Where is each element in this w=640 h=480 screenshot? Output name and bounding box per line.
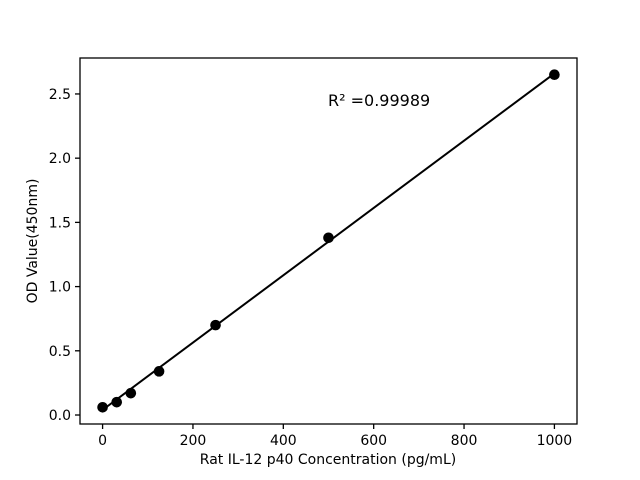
data-point — [210, 319, 221, 331]
x-tick-label: 200 — [180, 433, 207, 449]
y-tick-label: 0.0 — [49, 408, 71, 424]
y-tick-label: 2.0 — [49, 151, 71, 167]
data-point — [153, 366, 165, 377]
y-axis-ticks: 0.0 0.5 1.0 1.5 2.0 2.5 — [49, 87, 80, 424]
x-axis-ticks: 0 200 400 600 800 1000 — [98, 424, 572, 449]
plot-border — [79, 57, 578, 425]
x-tick-label: 400 — [270, 433, 297, 449]
x-tick-label: 800 — [451, 433, 478, 449]
data-point — [549, 69, 560, 80]
x-axis-label: Rat IL-12 p40 Concentration (pg/mL) — [200, 452, 456, 468]
y-tick-label: 1.5 — [49, 215, 71, 231]
r-squared-annotation: R² =0.99989 — [328, 91, 430, 110]
data-point — [125, 387, 137, 399]
x-tick-label: 0 — [98, 433, 107, 449]
data-point — [323, 232, 334, 244]
data-point — [111, 396, 123, 408]
x-tick-label: 1000 — [537, 433, 573, 449]
y-axis-label: OD Value(450nm) — [25, 179, 41, 304]
data-point — [97, 402, 108, 413]
data-points — [97, 69, 560, 413]
x-tick-label: 600 — [360, 433, 387, 449]
y-tick-label: 2.5 — [49, 87, 71, 103]
y-tick-label: 0.5 — [49, 344, 71, 360]
y-tick-label: 1.0 — [49, 280, 71, 296]
